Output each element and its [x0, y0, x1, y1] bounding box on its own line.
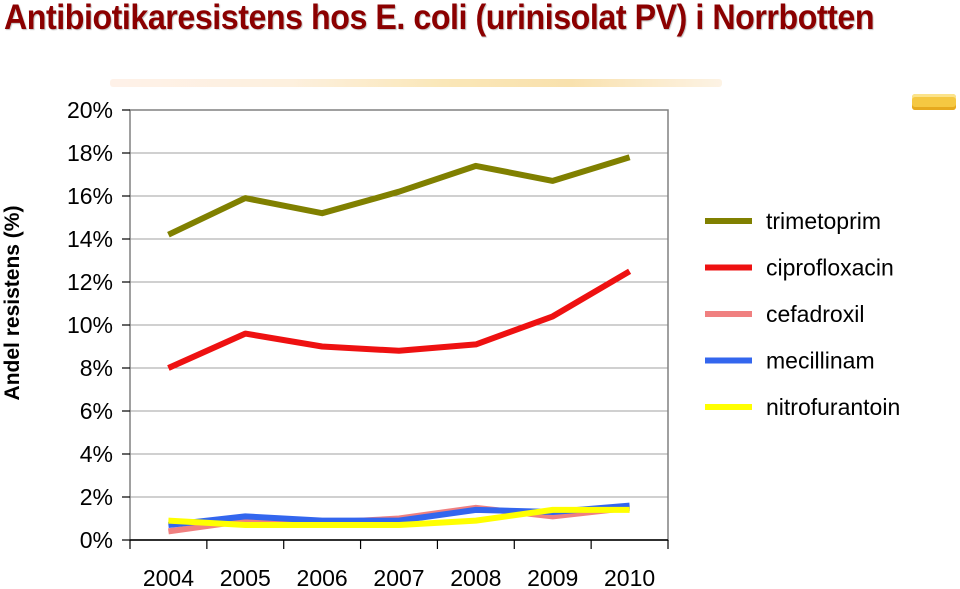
- data-series: [167, 154, 632, 535]
- legend-label-cefadroxil: cefadroxil: [766, 301, 864, 327]
- legend-label-nitrofurantoin: nitrofurantoin: [766, 394, 900, 420]
- page-title: Antibiotikaresistens hos E. coli (urinis…: [4, 0, 875, 37]
- x-tick-label: 2010: [604, 565, 655, 589]
- y-tick-label: 6%: [80, 398, 113, 424]
- legend-label-trimetoprim: trimetoprim: [766, 208, 881, 234]
- y-tick-label: 16%: [67, 183, 113, 209]
- y-tick-label: 14%: [67, 226, 113, 252]
- x-tick-label: 2004: [143, 565, 194, 589]
- y-tick-label: 10%: [67, 312, 113, 338]
- y-tick-label: 4%: [80, 441, 113, 467]
- y-tick-label: 18%: [67, 140, 113, 166]
- y-axis-label: Andel resistens (%): [1, 206, 24, 401]
- x-tick-label: 2005: [220, 565, 271, 589]
- legend-label-ciprofloxacin: ciprofloxacin: [766, 255, 894, 281]
- legend-label-mecillinam: mecillinam: [766, 348, 875, 374]
- x-tick-label: 2009: [527, 565, 578, 589]
- y-tick-label: 20%: [67, 97, 113, 123]
- y-tick-label: 2%: [80, 484, 113, 510]
- series-line-ciprofloxacin: [167, 268, 632, 371]
- grid-lines: [130, 109, 668, 498]
- x-tick-label: 2006: [297, 565, 348, 589]
- series-line-nitrofurantoin: [168, 506, 630, 528]
- series-line-trimetoprim: [167, 154, 631, 238]
- x-tick-label: 2008: [450, 565, 501, 589]
- x-tick-label: 2007: [373, 565, 424, 589]
- legend: trimetoprim ciprofloxacin cefadroxil mecill…: [705, 208, 900, 420]
- y-tick-label: 12%: [67, 269, 113, 295]
- axes: 0% 2% 4% 6% 8% 10% 12% 14% 16% 18% 20% 2004 2005 2006…: [67, 97, 669, 589]
- y-tick-label: 8%: [80, 355, 113, 381]
- y-tick-label: 0%: [80, 527, 113, 553]
- decorative-strip: [110, 79, 722, 87]
- decorative-badge: [912, 94, 956, 110]
